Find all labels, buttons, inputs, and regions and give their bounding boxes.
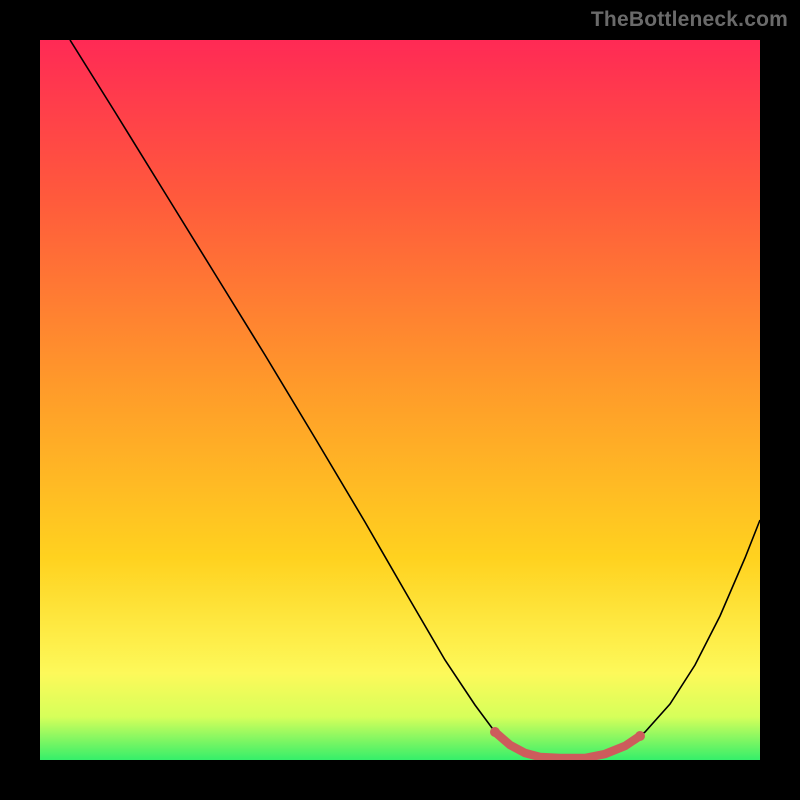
- plot-area: [40, 40, 760, 760]
- curve-overlay: [40, 40, 760, 760]
- segment-end-dot-right: [635, 731, 645, 741]
- chart-canvas: TheBottleneck.com: [0, 0, 800, 800]
- segment-end-dot-left: [490, 727, 500, 737]
- bottleneck-curve: [70, 40, 760, 758]
- watermark-text: TheBottleneck.com: [591, 8, 788, 32]
- bottleneck-minimum-segment: [495, 732, 640, 758]
